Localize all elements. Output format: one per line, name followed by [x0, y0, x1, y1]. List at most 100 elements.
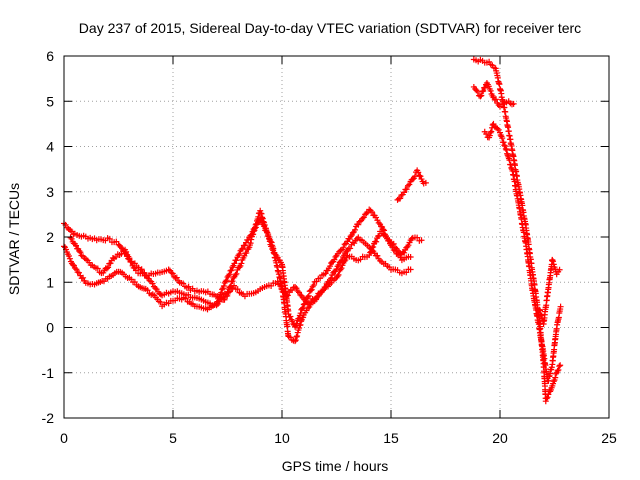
data-point	[373, 238, 380, 245]
data-point	[294, 288, 301, 295]
data-point	[368, 209, 375, 216]
data-point	[550, 261, 557, 268]
data-point	[367, 249, 374, 256]
data-point	[214, 298, 221, 305]
data-point	[317, 275, 324, 282]
data-point	[403, 186, 410, 193]
data-point	[415, 169, 422, 176]
data-point	[487, 129, 494, 136]
data-point	[407, 266, 414, 273]
data-point	[347, 245, 354, 252]
data-point	[236, 251, 243, 258]
data-point	[279, 286, 286, 293]
data-point	[487, 87, 494, 94]
data-point	[284, 292, 291, 299]
data-point	[502, 145, 509, 152]
data-point	[550, 378, 557, 385]
data-point	[251, 225, 258, 232]
x-tick-label: 10	[274, 430, 290, 446]
y-axis-label: SDTVAR / TECUs	[6, 183, 22, 295]
data-point	[261, 223, 268, 230]
data-point	[118, 250, 125, 257]
data-point	[416, 172, 423, 179]
data-points	[61, 56, 564, 405]
y-tick-label: 4	[46, 139, 54, 155]
data-point	[80, 274, 87, 281]
data-point	[173, 274, 180, 281]
data-point	[222, 278, 229, 285]
data-point	[299, 305, 306, 312]
data-point	[510, 100, 517, 107]
data-point	[414, 234, 421, 241]
data-point	[488, 128, 495, 135]
data-point	[355, 221, 362, 228]
data-point	[305, 292, 312, 299]
data-point	[72, 242, 79, 249]
data-point	[258, 210, 265, 217]
data-point	[397, 195, 404, 202]
data-point	[501, 142, 508, 149]
data-point	[165, 266, 172, 273]
data-point	[405, 242, 412, 249]
data-point	[480, 87, 487, 94]
data-point	[138, 266, 145, 273]
data-point	[238, 260, 245, 267]
data-point	[359, 215, 366, 222]
data-point	[66, 255, 73, 262]
data-point	[351, 240, 358, 247]
data-point	[228, 267, 235, 274]
y-tick-label: -1	[42, 365, 55, 381]
data-point	[123, 248, 130, 255]
series-track-a	[61, 206, 414, 330]
data-point	[368, 248, 375, 255]
data-point	[252, 224, 259, 231]
data-point	[373, 214, 380, 221]
series-track-c	[67, 228, 425, 308]
data-point	[247, 232, 254, 239]
data-point	[231, 282, 238, 289]
data-point	[556, 363, 563, 370]
data-point	[292, 338, 299, 345]
data-point	[401, 249, 408, 256]
data-point	[169, 270, 176, 277]
data-point	[221, 296, 228, 303]
series-track-d	[394, 167, 429, 203]
data-point	[274, 278, 281, 285]
data-point	[258, 217, 265, 224]
data-point	[239, 245, 246, 252]
data-point	[218, 289, 225, 296]
data-point	[407, 254, 414, 261]
data-point	[219, 286, 226, 293]
data-point	[232, 271, 239, 278]
data-point	[494, 125, 501, 132]
data-point	[332, 253, 339, 260]
data-point	[233, 257, 240, 264]
data-point	[265, 231, 272, 238]
data-point	[406, 181, 413, 188]
data-point	[536, 306, 543, 313]
data-point	[478, 92, 485, 99]
data-point	[313, 294, 320, 301]
data-point	[557, 362, 564, 369]
data-point	[293, 333, 300, 340]
data-point	[485, 83, 492, 90]
data-point	[550, 258, 557, 265]
data-point	[75, 269, 82, 276]
data-point	[65, 253, 72, 260]
data-point	[294, 333, 301, 340]
data-point	[331, 256, 338, 263]
data-point	[375, 219, 382, 226]
data-point	[486, 132, 493, 139]
y-tick-label: -2	[42, 410, 55, 426]
data-point	[493, 96, 500, 103]
data-point	[502, 143, 509, 150]
data-point	[76, 247, 83, 254]
data-point	[296, 325, 303, 332]
data-point	[100, 269, 107, 276]
data-point	[322, 270, 329, 277]
data-point	[346, 235, 353, 242]
data-point	[280, 289, 287, 296]
x-tick-label: 25	[601, 430, 617, 446]
data-point	[106, 235, 113, 242]
